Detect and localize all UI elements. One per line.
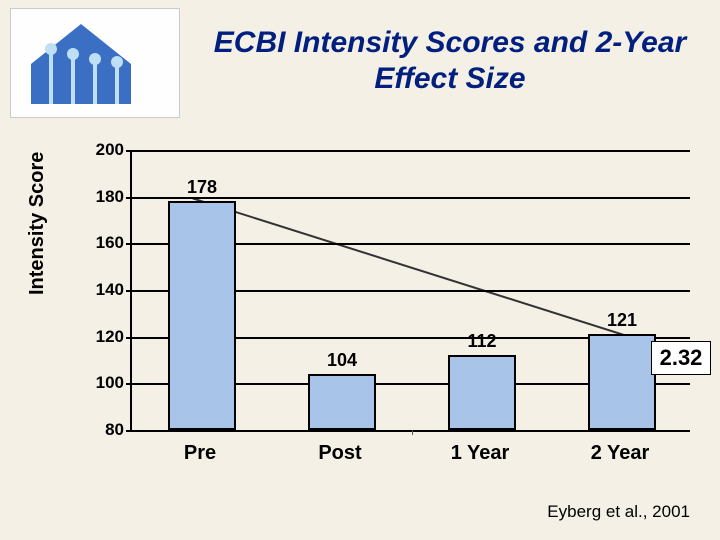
citation: Eyberg et al., 2001 <box>547 502 690 522</box>
bar <box>448 355 515 430</box>
y-tick-label: 160 <box>84 233 124 253</box>
logo <box>10 8 180 118</box>
bar-value-label: 112 <box>452 331 512 352</box>
y-tick-mark <box>126 150 132 152</box>
x-tick-label: Pre <box>184 442 216 465</box>
x-tick-label: Post <box>318 442 361 465</box>
y-tick-label: 120 <box>84 327 124 347</box>
y-axis-label: Intensity Score <box>26 152 49 295</box>
y-tick-label: 100 <box>84 373 124 393</box>
y-tick-mark <box>126 337 132 339</box>
x-tick-label: 1 Year <box>451 442 510 465</box>
bar <box>168 201 235 430</box>
y-tick-label: 140 <box>84 280 124 300</box>
y-tick-label: 80 <box>84 420 124 440</box>
y-tick-label: 180 <box>84 187 124 207</box>
bar-value-label: 121 <box>592 310 652 331</box>
gridline <box>132 150 690 152</box>
effect-size-value: 2.32 <box>660 345 703 370</box>
y-tick-mark <box>126 243 132 245</box>
x-tick-mark <box>412 430 413 435</box>
bar-value-label: 178 <box>172 177 232 198</box>
chart-title: ECBI Intensity Scores and 2-Year Effect … <box>195 25 705 97</box>
bar-value-label: 104 <box>312 350 372 371</box>
gridline <box>132 430 690 432</box>
y-tick-label: 200 <box>84 140 124 160</box>
x-tick-label: 2 Year <box>591 442 650 465</box>
bar <box>308 374 375 430</box>
house-logo-icon <box>11 9 181 119</box>
effect-size-box: 2.32 <box>651 341 712 375</box>
plot-area: 80100120140160180200178104112121 <box>130 150 690 430</box>
y-tick-mark <box>126 430 132 432</box>
y-tick-mark <box>126 383 132 385</box>
y-tick-mark <box>126 290 132 292</box>
chart-area: Intensity Score 801001201401601802001781… <box>70 150 690 480</box>
y-tick-mark <box>126 197 132 199</box>
bar <box>588 334 655 430</box>
